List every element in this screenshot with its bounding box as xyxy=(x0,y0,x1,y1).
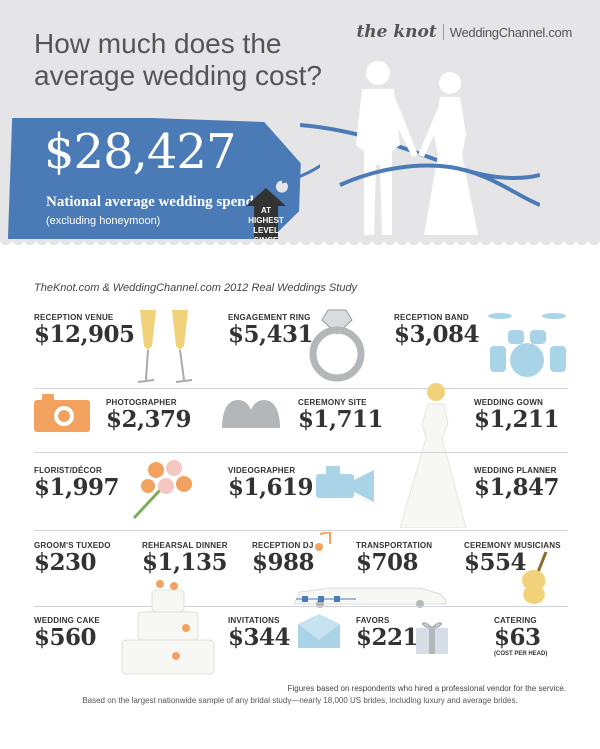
badge-line: AT xyxy=(260,206,272,215)
cost-transportation: Transportation $708 xyxy=(356,541,432,576)
cost-wedding-planner: Wedding Planner $1,847 xyxy=(474,466,560,501)
cost-reception-band: Reception Band $3,084 xyxy=(394,313,480,348)
average-cost-note: (excluding honeymoon) xyxy=(46,215,161,227)
item-value: $988 xyxy=(252,549,315,576)
brand-separator xyxy=(442,24,444,40)
footer-text: Based on the largest nationwide sample o… xyxy=(82,696,518,705)
cost-wedding-cake: Wedding Cake $560 xyxy=(34,616,100,651)
row-divider xyxy=(34,606,568,607)
average-cost-amount: $28,427 xyxy=(44,124,236,180)
brand-logo: the knot WeddingChannel.com xyxy=(356,22,572,42)
item-value: $1,619 xyxy=(228,474,314,501)
cost-reception-venue: Reception Venue $12,905 xyxy=(34,313,135,348)
study-title: TheKnot.com & WeddingChannel.com 2012 Re… xyxy=(34,282,358,294)
item-label: Favors xyxy=(356,616,390,625)
flower-bouquet-icon xyxy=(132,460,192,520)
row-divider xyxy=(34,530,568,531)
item-label: Wedding Gown xyxy=(474,398,544,407)
average-cost-label: National average wedding spend xyxy=(46,194,254,210)
cost-catering: Catering $63 (COST PER HEAD) xyxy=(494,616,547,657)
item-label: Wedding Planner xyxy=(474,466,557,475)
diamond-ring-icon xyxy=(309,309,365,382)
cost-favors: Favors $221 xyxy=(356,616,419,651)
item-label: Groom's Tuxedo xyxy=(34,541,111,550)
wedding-cake-icon xyxy=(121,580,215,675)
cost-ceremony-site: Ceremony Site $1,711 xyxy=(298,398,384,433)
item-label: Engagement Ring xyxy=(228,313,311,322)
page-title: How much does the average wedding cost? xyxy=(34,28,322,92)
cost-grooms-tuxedo: Groom's Tuxedo $230 xyxy=(34,541,111,576)
page-title-line-2: average wedding cost? xyxy=(34,60,322,91)
price-tag: $28,427 National average wedding spend (… xyxy=(0,118,320,245)
item-value: $560 xyxy=(34,624,97,651)
cost-photographer: Photographer $2,379 xyxy=(106,398,192,433)
badge-line: LEVEL xyxy=(253,226,279,235)
highest-level-badge: AT HIGHEST LEVEL SINCE 2008 xyxy=(246,206,286,245)
brand-knot-logo: the knot xyxy=(356,22,437,42)
item-value: $230 xyxy=(34,549,97,576)
drum-kit-icon xyxy=(488,313,566,377)
envelope-icon xyxy=(298,614,340,648)
cost-rehearsal-dinner: Rehearsal Dinner $1,135 xyxy=(142,541,228,576)
cost-engagement-ring: Engagement Ring $5,431 xyxy=(228,313,314,348)
item-label: Wedding Cake xyxy=(34,616,100,625)
video-camera-icon xyxy=(316,466,374,502)
brand-weddingchannel-logo: WeddingChannel.com xyxy=(449,24,573,40)
up-arrow-icon xyxy=(246,188,286,245)
item-value: $3,084 xyxy=(394,321,480,348)
item-value: $1,711 xyxy=(298,406,384,433)
item-value: $2,379 xyxy=(106,406,192,433)
item-value: $344 xyxy=(228,624,291,651)
item-label: Catering xyxy=(494,616,537,625)
item-label: Photographer xyxy=(106,398,177,407)
row-divider xyxy=(34,388,568,389)
item-label: Ceremony Site xyxy=(298,398,367,407)
item-value: $708 xyxy=(356,549,419,576)
badge-line: HIGHEST xyxy=(248,216,284,225)
item-value: $1,997 xyxy=(34,474,120,501)
row-divider xyxy=(34,452,568,453)
item-value: $63 xyxy=(494,624,541,651)
wedding-bells-icon xyxy=(222,400,280,428)
cost-reception-dj: Reception DJ $988 xyxy=(252,541,315,576)
item-label: Reception DJ xyxy=(252,541,314,550)
item-value: $554 xyxy=(464,549,527,576)
item-note: (COST PER HEAD) xyxy=(494,651,548,657)
item-value: $12,905 xyxy=(34,321,135,348)
item-value: $1,211 xyxy=(474,406,560,433)
footnote: Figures based on respondents who hired a… xyxy=(287,684,566,693)
violin-icon xyxy=(522,551,548,604)
item-label: Videographer xyxy=(228,466,296,475)
item-label: Reception Band xyxy=(394,313,469,322)
cost-invitations: Invitations $344 xyxy=(228,616,291,651)
gift-box-icon xyxy=(416,622,448,654)
item-label: Transportation xyxy=(356,541,433,550)
cost-wedding-gown: Wedding Gown $1,211 xyxy=(474,398,560,433)
wedding-dress-icon xyxy=(399,383,467,528)
cost-videographer: Videographer $1,619 xyxy=(228,466,314,501)
price-tag-shape xyxy=(7,118,320,245)
header-banner: the knot WeddingChannel.com How much doe… xyxy=(0,0,600,245)
couple-silhouette-icon xyxy=(300,61,540,235)
item-value: $5,431 xyxy=(228,321,314,348)
cost-florist: Florist/Décor $1,997 xyxy=(34,466,120,501)
champagne-glasses-icon xyxy=(137,310,193,383)
item-value: $221 xyxy=(356,624,419,651)
item-label: Reception Venue xyxy=(34,313,114,322)
page-title-line-1: How much does the xyxy=(34,28,282,59)
cost-ceremony-musicians: Ceremony Musicians $554 xyxy=(464,541,561,576)
camera-icon xyxy=(34,394,90,432)
item-value: $1,135 xyxy=(142,549,228,576)
badge-line: SINCE xyxy=(253,236,279,245)
item-label: Ceremony Musicians xyxy=(464,541,561,550)
item-label: Florist/Décor xyxy=(34,466,102,475)
just-married-cans-icon xyxy=(296,596,356,602)
music-note-icon xyxy=(315,532,331,551)
item-label: Invitations xyxy=(228,616,280,625)
item-label: Rehearsal Dinner xyxy=(142,541,228,550)
item-value: $1,847 xyxy=(474,474,560,501)
